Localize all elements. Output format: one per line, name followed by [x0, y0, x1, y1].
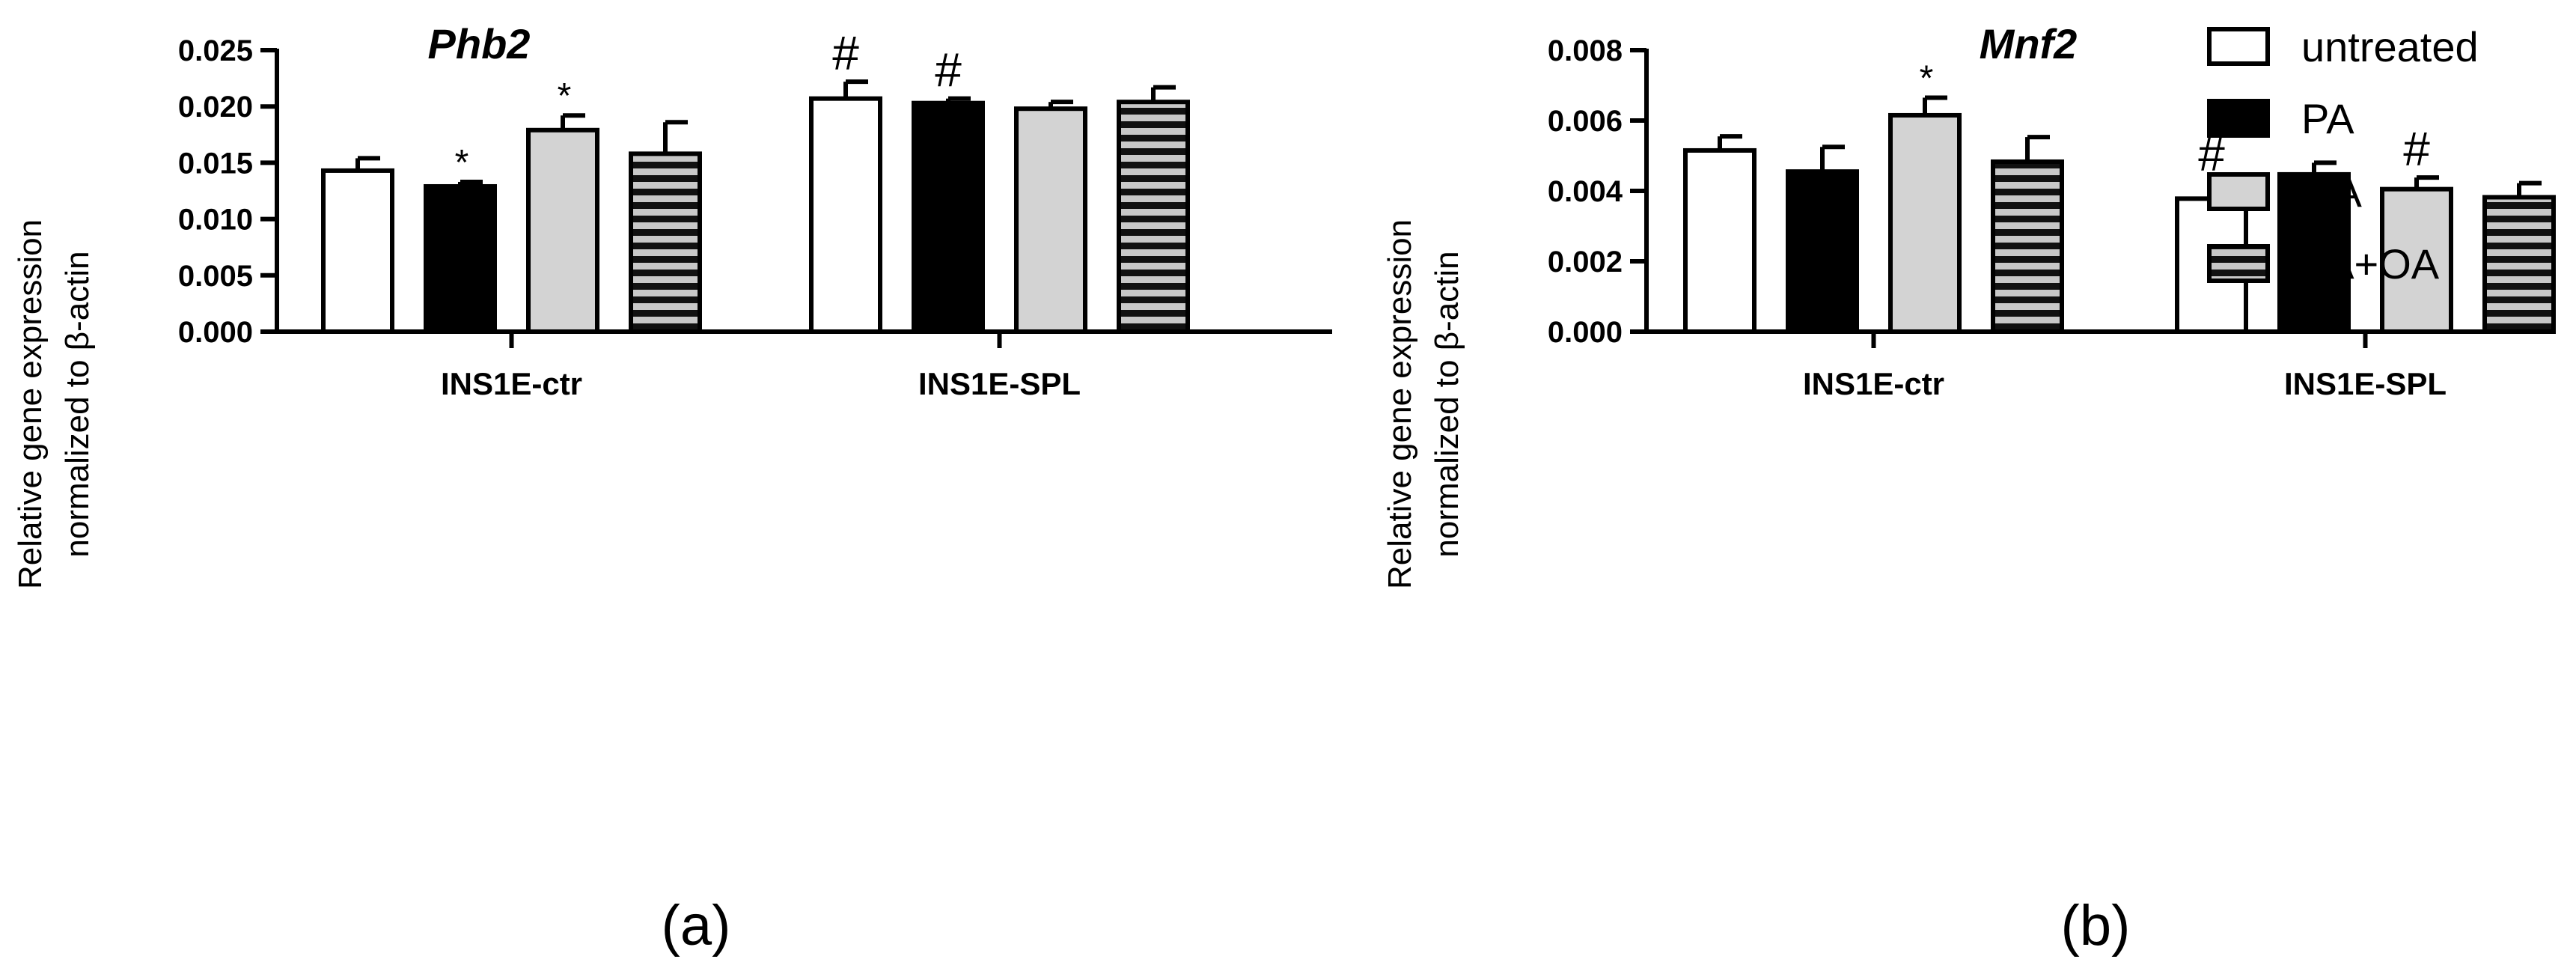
- legend: untreated PA OA PA+OA: [2207, 23, 2479, 287]
- legend-swatch-oa: [2207, 172, 2270, 211]
- panel-a-significance-mark: *: [455, 143, 469, 183]
- panel-b-significance-mark: #: [2403, 122, 2430, 176]
- panel-b-bar-oa: [1888, 112, 1962, 334]
- panel-b-bar-oa: [2380, 186, 2453, 334]
- legend-swatch-pa: [2207, 99, 2270, 138]
- panel-b-ytick-label: 0.000: [1548, 316, 1623, 349]
- panel-a-bar-oa: [1014, 106, 1087, 334]
- panel-a-bar-pa: [912, 100, 985, 335]
- panel-a-ylabel-line-1: Relative gene expression: [12, 219, 49, 589]
- panel-b-ytick-label: 0.002: [1548, 246, 1623, 278]
- panel-b-bar-pa-oa: [2482, 195, 2556, 334]
- panel-a-significance-mark: #: [832, 26, 859, 80]
- panel-b-category-label: INS1E-SPL: [2284, 366, 2447, 401]
- panel-b-bar-pa: [2277, 171, 2351, 334]
- panel-a-ytick-label: 0.010: [178, 204, 253, 237]
- panel-a-bar-pa-oa: [629, 151, 702, 334]
- panel-b-bar-untreated: [1683, 147, 1756, 334]
- panel-a-ytick-label: 0.020: [178, 91, 253, 124]
- panel-a-title: Phb2: [428, 20, 531, 67]
- panel-a-ytick-label: 0.025: [178, 34, 253, 67]
- panel-a-significance-mark: #: [935, 43, 962, 97]
- legend-swatch-untreated: [2207, 27, 2270, 66]
- legend-swatch-pa-oa: [2207, 244, 2270, 283]
- panel-a-chart: Phb2 Relative gene expression normalized…: [12, 20, 1332, 958]
- panel-a-ticks: 0.000 0.005 0.010 0.015 0.020 0.025: [178, 34, 277, 349]
- legend-label-oa: OA: [2301, 168, 2363, 216]
- panel-b-bars: #*#: [1683, 58, 2556, 334]
- panel-b-chart: Mnf2 Relative gene expression normalized…: [1382, 20, 2556, 958]
- panel-a-bar-untreated: [321, 168, 394, 334]
- panel-b-ytick-label: 0.008: [1548, 34, 1623, 67]
- panel-a-category-label: INS1E-SPL: [918, 366, 1081, 401]
- panel-b-bar-pa: [1786, 169, 1859, 334]
- panel-a-bar-untreated: [809, 96, 882, 334]
- legend-label-pa-oa: PA+OA: [2301, 240, 2440, 287]
- panel-a-ylabel-line-2: normalized to β-actin: [59, 251, 96, 557]
- panel-b-ytick-label: 0.006: [1548, 105, 1623, 138]
- panel-a-label: (a): [662, 894, 731, 958]
- panel-a-bars: # * # *: [321, 26, 1190, 335]
- panel-b-significance-mark: *: [1920, 58, 1934, 98]
- panel-a-bar-pa-oa: [1117, 100, 1190, 335]
- panel-b-bar-pa-oa: [1991, 159, 2064, 334]
- panel-b-ylabel-line-1: Relative gene expression: [1382, 219, 1418, 589]
- panel-b-ytick-label: 0.004: [1548, 175, 1623, 208]
- panel-a-category-label: INS1E-ctr: [441, 366, 582, 401]
- panel-a-ytick-label: 0.000: [178, 316, 253, 349]
- panel-a-ytick-label: 0.005: [178, 260, 253, 293]
- panel-b-title: Mnf2: [1980, 20, 2078, 67]
- panel-a-categories: INS1E-ctr INS1E-SPL: [441, 332, 1081, 401]
- panel-b-ticks: 0.000 0.002 0.004 0.006 0.008: [1548, 34, 1646, 349]
- panel-b-ylabel-line-2: normalized to β-actin: [1429, 251, 1465, 557]
- legend-label-untreated: untreated: [2301, 23, 2479, 70]
- panel-a-bar-pa: [424, 183, 497, 334]
- panel-b-categories: INS1E-ctr INS1E-SPL: [1803, 332, 2447, 401]
- panel-a-bar-oa: [526, 127, 599, 334]
- legend-label-pa: PA: [2301, 95, 2354, 142]
- panel-b-label: (b): [2061, 894, 2131, 958]
- panel-b-category-label: INS1E-ctr: [1803, 366, 1944, 401]
- panel-a-ytick-label: 0.015: [178, 147, 253, 180]
- panel-a-significance-mark: *: [558, 76, 572, 116]
